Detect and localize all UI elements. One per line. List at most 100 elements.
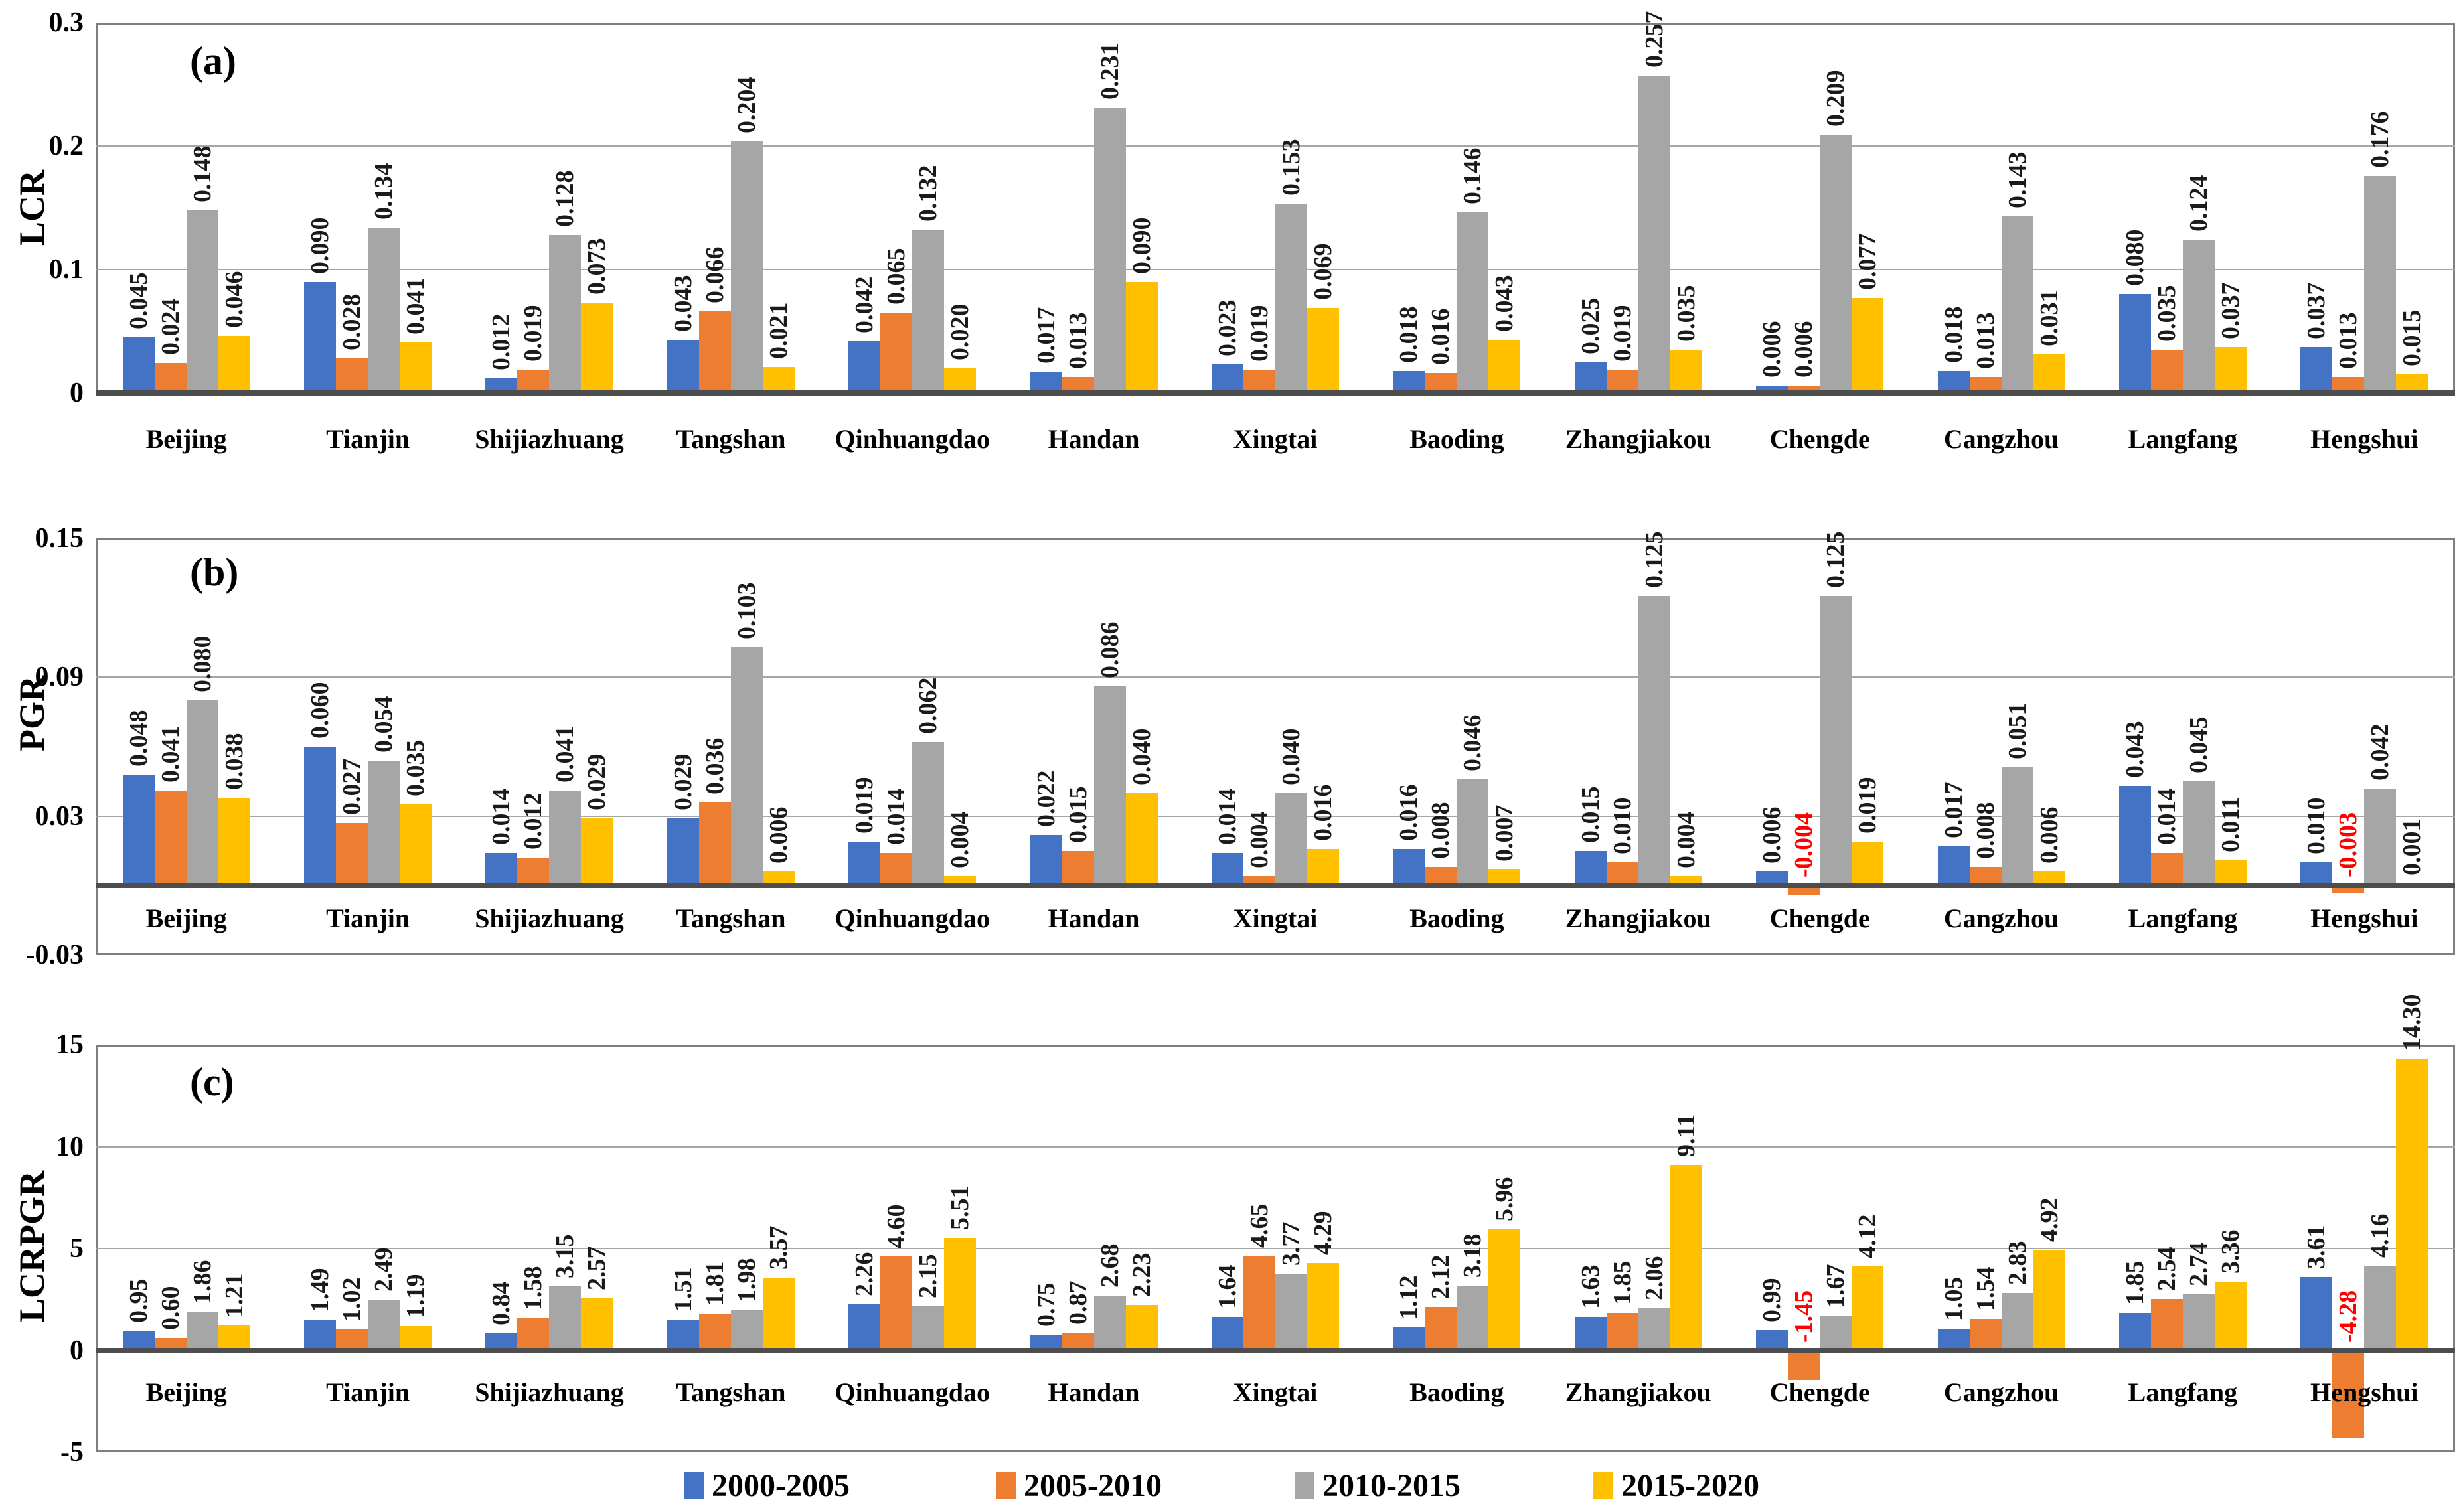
bar-2000-2005-Zhangjiakou <box>1574 362 1607 393</box>
bar-value-label: 0.132 <box>914 165 943 222</box>
bar-2015-2020-Langfang <box>2214 860 2247 886</box>
bar-value-label: 0.066 <box>700 246 729 304</box>
category-label-qinhuangdao: Qinhuangdao <box>834 424 990 454</box>
bar-2005-2010-Chengde <box>1788 385 1820 393</box>
bar-2010-2015-Qinhuangdao <box>912 1306 945 1351</box>
bar-value-label: 0.87 <box>1064 1280 1092 1325</box>
bar-2015-2020-Shijiazhuang <box>581 303 613 393</box>
bar-value-label: 0.124 <box>2184 175 2213 232</box>
bar-value-label: 3.57 <box>764 1225 793 1270</box>
bar-value-label: 0.016 <box>1395 784 1423 841</box>
panel-letter: (a) <box>190 39 236 83</box>
bar-2000-2005-Shijiazhuang <box>485 1333 518 1351</box>
bar-2010-2015-Handan <box>1093 1296 1126 1351</box>
bar-2015-2020-Tianjin <box>400 1325 432 1351</box>
category-label-zhangjiakou: Zhangjiakou <box>1565 424 1711 454</box>
bar-2000-2005-Cangzhou <box>1937 846 1970 886</box>
bar-2010-2015-Xingtai <box>1275 204 1307 393</box>
bar-value-label: 0.006 <box>1790 321 1818 378</box>
bar-value-label: 0.041 <box>156 725 185 783</box>
bar-value-label: 0.045 <box>124 272 153 330</box>
bar-value-label: 0.020 <box>946 303 975 360</box>
bar-value-label: 0.019 <box>1608 305 1636 362</box>
bar-value-label: 3.77 <box>1277 1221 1305 1266</box>
bar-value-label: 0.018 <box>1395 306 1423 363</box>
bar-value-label: 3.61 <box>2302 1225 2331 1269</box>
bar-value-label: 0.018 <box>1939 306 1968 363</box>
bar-value-label: 2.57 <box>583 1246 611 1290</box>
category-label-handan: Handan <box>1048 1377 1140 1407</box>
bar-value-label: 0.037 <box>2216 282 2245 340</box>
bar-2005-2010-Xingtai <box>1243 369 1275 393</box>
category-label-tianjin: Tianjin <box>326 1377 410 1407</box>
bar-value-label: -4.28 <box>2334 1290 2363 1343</box>
bar-2015-2020-Zhangjiakou <box>1670 1164 1702 1351</box>
bar-value-label: 1.12 <box>1395 1275 1423 1320</box>
bar-2005-2010-Baoding <box>1425 867 1457 886</box>
bar-value-label: 1.81 <box>700 1261 729 1306</box>
y-axis-tick-label: 15 <box>56 1029 84 1060</box>
bar-2010-2015-Baoding <box>1457 779 1489 886</box>
y-axis-tick-label: -5 <box>60 1437 84 1468</box>
bar-value-label: 0.007 <box>1490 804 1519 862</box>
bar-2005-2010-Zhangjiakou <box>1606 369 1638 393</box>
y-axis-tick-label: 0.15 <box>35 523 84 554</box>
bar-2010-2015-Beijing <box>186 1312 218 1351</box>
bar-2010-2015-Chengde <box>1820 1316 1852 1351</box>
category-label-baoding: Baoding <box>1409 424 1504 454</box>
bar-2015-2020-Xingtai <box>1307 1262 1339 1351</box>
zero-axis-line <box>96 883 2455 889</box>
bar-value-label: 4.29 <box>1309 1211 1337 1255</box>
bar-value-label: 0.051 <box>2003 702 2031 760</box>
bar-2005-2010-Cangzhou <box>1969 376 2002 393</box>
bar-2000-2005-Beijing <box>122 337 155 393</box>
bar-value-label: 0.043 <box>2120 721 2149 779</box>
bar-value-label: -0.003 <box>2334 812 2363 878</box>
bar-value-label: 0.090 <box>306 217 335 274</box>
bar-value-label: 0.012 <box>487 313 516 370</box>
bar-2010-2015-Handan <box>1093 686 1126 886</box>
bar-value-label: 0.001 <box>2398 818 2426 875</box>
bar-value-label: 0.042 <box>850 276 879 333</box>
bar-value-label: 0.060 <box>306 682 335 739</box>
bar-value-label: 0.019 <box>1245 305 1273 362</box>
bar-value-label: 0.103 <box>732 582 761 639</box>
bar-2000-2005-Baoding <box>1393 370 1425 393</box>
bar-2015-2020-Shijiazhuang <box>581 818 613 886</box>
bar-value-label: 0.019 <box>519 305 548 362</box>
bar-2015-2020-Baoding <box>1488 1229 1521 1351</box>
bar-2000-2005-Hengshui <box>2300 862 2333 886</box>
bar-value-label: 0.029 <box>583 753 611 811</box>
bar-value-label: 0.040 <box>1277 728 1305 785</box>
bar-value-label: 2.15 <box>914 1254 943 1299</box>
bar-2005-2010-Shijiazhuang <box>517 858 550 886</box>
bar-value-label: 0.008 <box>1427 802 1455 860</box>
bar-value-label: 0.125 <box>1640 531 1668 589</box>
bar-value-label: 0.028 <box>338 293 366 350</box>
category-label-langfang: Langfang <box>2128 903 2238 933</box>
bar-2000-2005-Xingtai <box>1212 853 1243 886</box>
bar-2015-2020-Baoding <box>1488 340 1521 393</box>
bar-value-label: 0.153 <box>1277 139 1305 196</box>
bar-value-label: 5.51 <box>946 1185 975 1231</box>
bar-2005-2010-Cangzhou <box>1969 1319 2002 1351</box>
bar-2010-2015-Hengshui <box>2364 175 2397 393</box>
bar-2010-2015-Beijing <box>186 700 218 886</box>
bar-value-label: 1.85 <box>2120 1260 2149 1305</box>
plot-area-border <box>96 538 2455 955</box>
bar-value-label: 0.134 <box>370 163 398 220</box>
bar-value-label: 9.11 <box>1672 1114 1700 1157</box>
bar-value-label: 0.038 <box>220 733 248 790</box>
category-label-zhangjiakou: Zhangjiakou <box>1565 1377 1711 1407</box>
bar-value-label: 0.019 <box>1854 777 1882 834</box>
y-axis-tick-label: -0.03 <box>25 940 84 970</box>
bar-2010-2015-Qinhuangdao <box>912 742 945 886</box>
bar-value-label: 0.065 <box>882 248 911 305</box>
bar-value-label: 0.125 <box>1822 531 1850 589</box>
bar-2010-2015-Xingtai <box>1275 793 1307 886</box>
bar-value-label: 2.06 <box>1640 1256 1668 1301</box>
category-label-qinhuangdao: Qinhuangdao <box>834 903 990 933</box>
panel-letter: (c) <box>190 1060 234 1104</box>
bar-2000-2005-Tianjin <box>304 1320 337 1351</box>
